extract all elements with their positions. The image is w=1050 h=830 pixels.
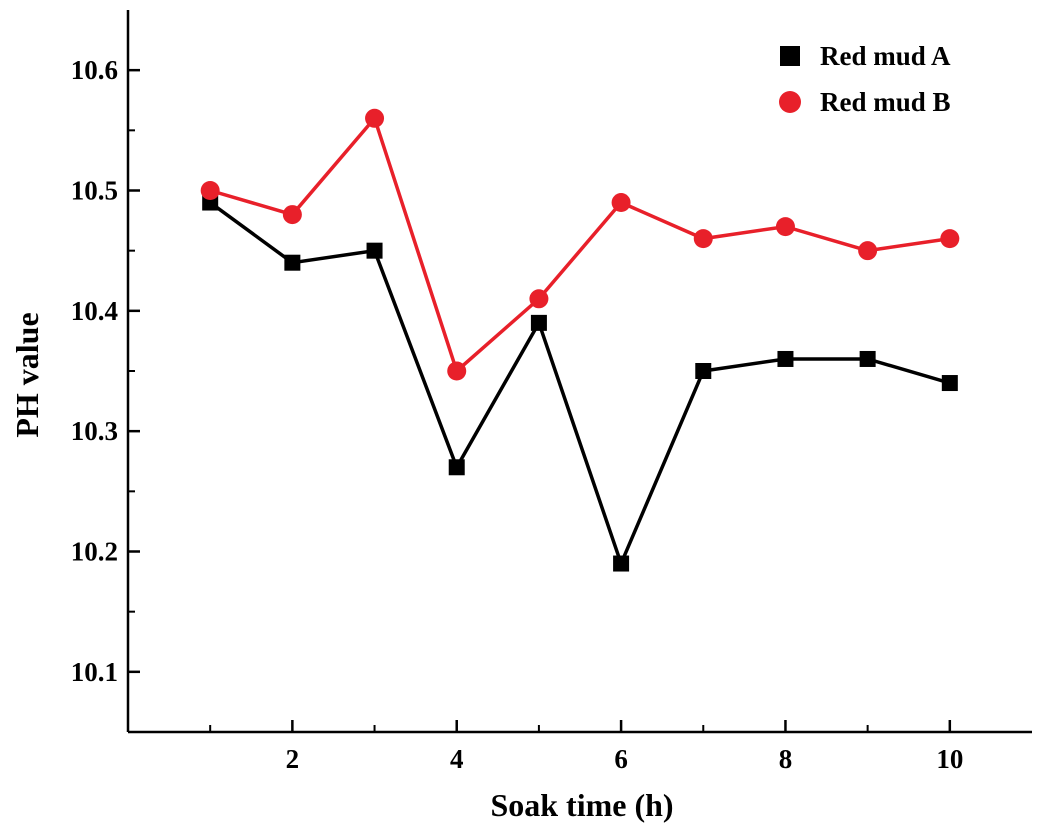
data-point [282, 205, 302, 225]
y-tick-label: 10.3 [71, 416, 118, 446]
data-point [858, 241, 878, 261]
data-point [941, 375, 958, 392]
legend-label: Red mud A [820, 41, 951, 71]
series-line [209, 114, 951, 375]
data-point [284, 254, 301, 271]
y-tick-label: 10.5 [71, 176, 118, 206]
y-tick-label: 10.6 [71, 55, 118, 85]
data-point [200, 181, 220, 200]
data-point [366, 242, 383, 259]
data-point [693, 229, 713, 249]
legend-marker [779, 91, 801, 113]
y-axis-title: PH value [9, 312, 45, 437]
x-tick-label: 4 [450, 744, 464, 774]
x-tick-label: 6 [614, 744, 628, 774]
x-tick-label: 2 [286, 744, 300, 774]
series-2 [200, 108, 960, 381]
data-point [859, 350, 876, 367]
data-point [777, 350, 794, 367]
series-layer [200, 108, 960, 572]
series-line [209, 201, 951, 569]
data-point [529, 289, 549, 309]
x-tick-label: 8 [779, 744, 793, 774]
data-point [530, 314, 547, 331]
axes: 10.1 10.2 10.3 10.4 10.5 10.6 2 4 6 8 10 [71, 10, 1032, 774]
data-point [611, 193, 631, 213]
data-point [775, 217, 795, 237]
legend-label: Red mud B [820, 87, 951, 117]
data-point [447, 361, 467, 381]
data-point [695, 363, 712, 379]
y-tick-label: 10.1 [71, 657, 118, 687]
data-point [365, 108, 385, 128]
data-point [613, 555, 630, 572]
legend: Red mud A Red mud B [779, 41, 951, 117]
x-tick-label: 10 [936, 744, 963, 774]
y-tick-label: 10.4 [71, 296, 118, 326]
legend-marker [780, 46, 800, 66]
y-tick-label: 10.2 [71, 537, 118, 567]
data-point [940, 229, 960, 249]
x-axis-title: Soak time (h) [490, 787, 673, 823]
data-point [448, 459, 465, 476]
